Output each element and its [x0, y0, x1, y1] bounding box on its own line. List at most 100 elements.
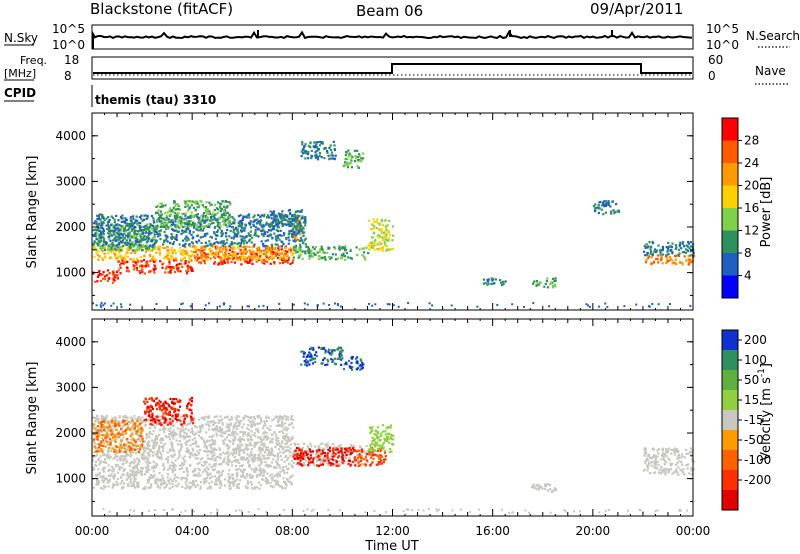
data-cell: [172, 424, 175, 427]
data-cell: [92, 459, 95, 462]
data-cell: [262, 438, 265, 441]
data-cell: [105, 274, 109, 277]
data-cell: [240, 470, 243, 473]
data-cell: [326, 251, 329, 254]
data-cell: [191, 438, 194, 441]
data-cell: [187, 449, 191, 452]
data-cell: [199, 236, 202, 239]
data-cell: [280, 234, 283, 237]
data-cell: [230, 261, 233, 264]
data-cell: [129, 223, 132, 226]
data-cell: [259, 416, 262, 420]
data-cell: [237, 438, 240, 441]
data-cell: [118, 424, 121, 427]
data-cell: [666, 259, 669, 262]
data-cell: [105, 440, 108, 443]
data-cell: [289, 248, 292, 251]
data-cell: [384, 225, 387, 228]
data-cell: [216, 455, 219, 458]
data-cell: [170, 219, 173, 222]
data-cell: [263, 230, 266, 233]
data-cell: [164, 222, 167, 225]
data-cell: [137, 428, 140, 431]
data-cell: [169, 464, 172, 467]
data-cell: [180, 443, 183, 446]
data-cell: [147, 447, 150, 450]
data-cell: [179, 246, 182, 249]
data-cell: [185, 477, 188, 480]
data-cell: [224, 431, 227, 434]
data-cell: [191, 242, 194, 245]
data-cell: [328, 256, 331, 259]
data-cell: [172, 223, 175, 226]
data-cell: [110, 243, 113, 246]
data-cell: [103, 430, 106, 433]
data-cell: [221, 423, 224, 426]
data-cell: [171, 257, 175, 260]
data-cell: [332, 140, 335, 143]
data-cell: [301, 143, 304, 146]
data-cell: [158, 472, 161, 475]
data-cell: [229, 440, 232, 443]
data-cell: [228, 446, 231, 449]
data-cell: [242, 434, 245, 437]
data-cell: [302, 146, 306, 149]
data-cell: [123, 261, 127, 264]
data-cell: [209, 420, 212, 423]
data-cell: [122, 256, 125, 259]
data-cell: [206, 474, 209, 477]
data-cell: [180, 415, 183, 418]
data-cell: [186, 220, 189, 223]
data-cell: [224, 200, 228, 203]
data-cell: [113, 229, 116, 232]
data-cell: [597, 206, 601, 209]
data-cell: [292, 239, 295, 242]
data-cell: [246, 415, 249, 418]
ground-scatter-cell: [339, 305, 342, 308]
data-cell: [126, 267, 129, 270]
data-cell: [687, 259, 690, 262]
data-cell: [687, 241, 690, 244]
data-cell: [152, 424, 155, 427]
data-cell: [100, 442, 103, 445]
data-cell: [201, 426, 204, 429]
data-cell: [182, 476, 185, 479]
data-cell: [607, 200, 610, 203]
data-cell: [110, 473, 113, 476]
data-cell: [269, 262, 272, 265]
data-cell: [130, 461, 133, 464]
data-cell: [101, 433, 104, 437]
data-cell: [112, 457, 115, 460]
data-cell: [95, 249, 99, 252]
data-cell: [182, 470, 185, 474]
data-cell: [388, 219, 391, 222]
data-cell: [253, 234, 256, 237]
data-cell: [266, 482, 269, 485]
data-cell: [195, 226, 198, 229]
data-cell: [219, 415, 222, 418]
data-cell: [97, 483, 100, 486]
data-cell: [299, 233, 302, 236]
data-cell: [93, 255, 96, 258]
data-cell: [181, 253, 184, 256]
data-cell: [172, 469, 175, 472]
data-cell: [687, 254, 690, 257]
data-cell: [255, 260, 258, 263]
data-cell: [148, 468, 151, 471]
data-cell: [684, 259, 688, 262]
data-cell: [221, 261, 224, 264]
data-cell: [130, 469, 133, 472]
data-cell: [120, 466, 123, 469]
data-cell: [226, 238, 229, 241]
data-cell: [361, 247, 364, 250]
data-cell: [313, 141, 316, 144]
data-cell: [141, 219, 144, 222]
data-cell: [228, 220, 231, 223]
data-cell: [269, 210, 272, 213]
data-cell: [106, 248, 109, 251]
data-cell: [138, 425, 141, 428]
data-cell: [114, 253, 117, 256]
data-cell: [138, 460, 141, 463]
data-cell: [97, 447, 100, 450]
data-cell: [174, 252, 177, 255]
